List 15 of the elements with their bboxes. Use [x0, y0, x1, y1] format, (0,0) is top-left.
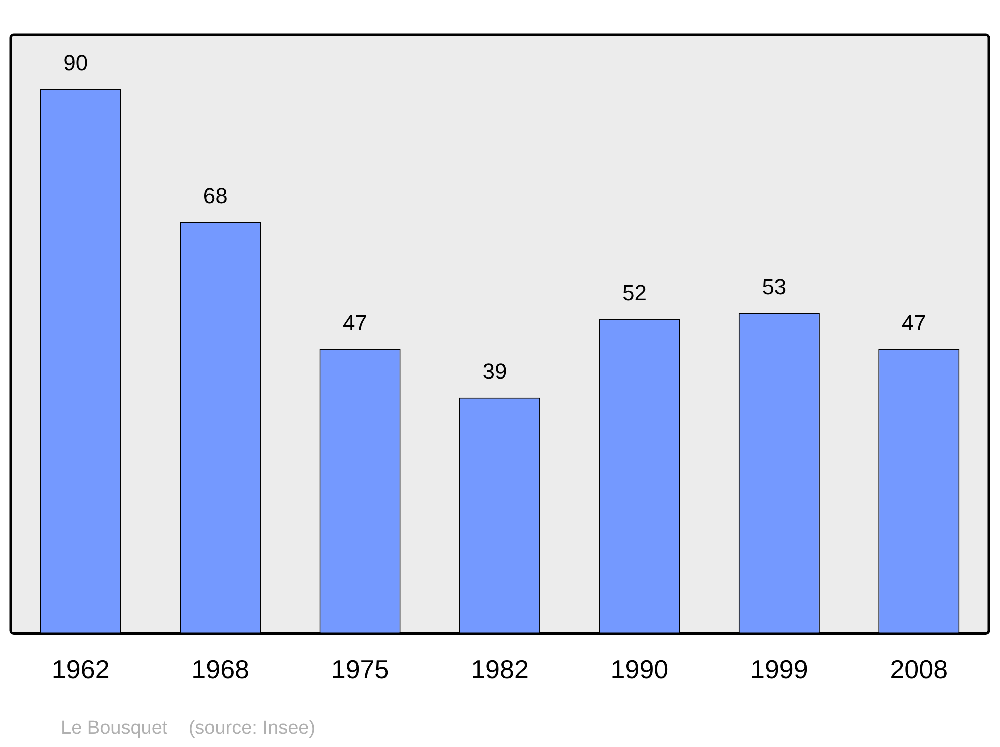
data-label: 53	[762, 274, 787, 300]
data-label: 52	[622, 280, 647, 306]
data-label: 90	[64, 50, 88, 76]
x-tick-label: 1975	[331, 654, 390, 685]
data-label: 47	[902, 310, 926, 336]
x-tick-label: 1999	[750, 654, 808, 685]
x-tick-label: 1990	[610, 654, 669, 685]
x-tick-label: 1982	[471, 654, 529, 685]
data-label: 39	[482, 358, 508, 384]
data-label: 68	[203, 184, 228, 209]
x-tick-label: 1968	[192, 654, 250, 685]
x-tick-label: 1962	[52, 654, 110, 685]
text: Le Bousquet (source: Insee)	[61, 718, 316, 740]
x-tick-label: 2008	[890, 654, 948, 685]
data-label: 47	[343, 310, 368, 336]
